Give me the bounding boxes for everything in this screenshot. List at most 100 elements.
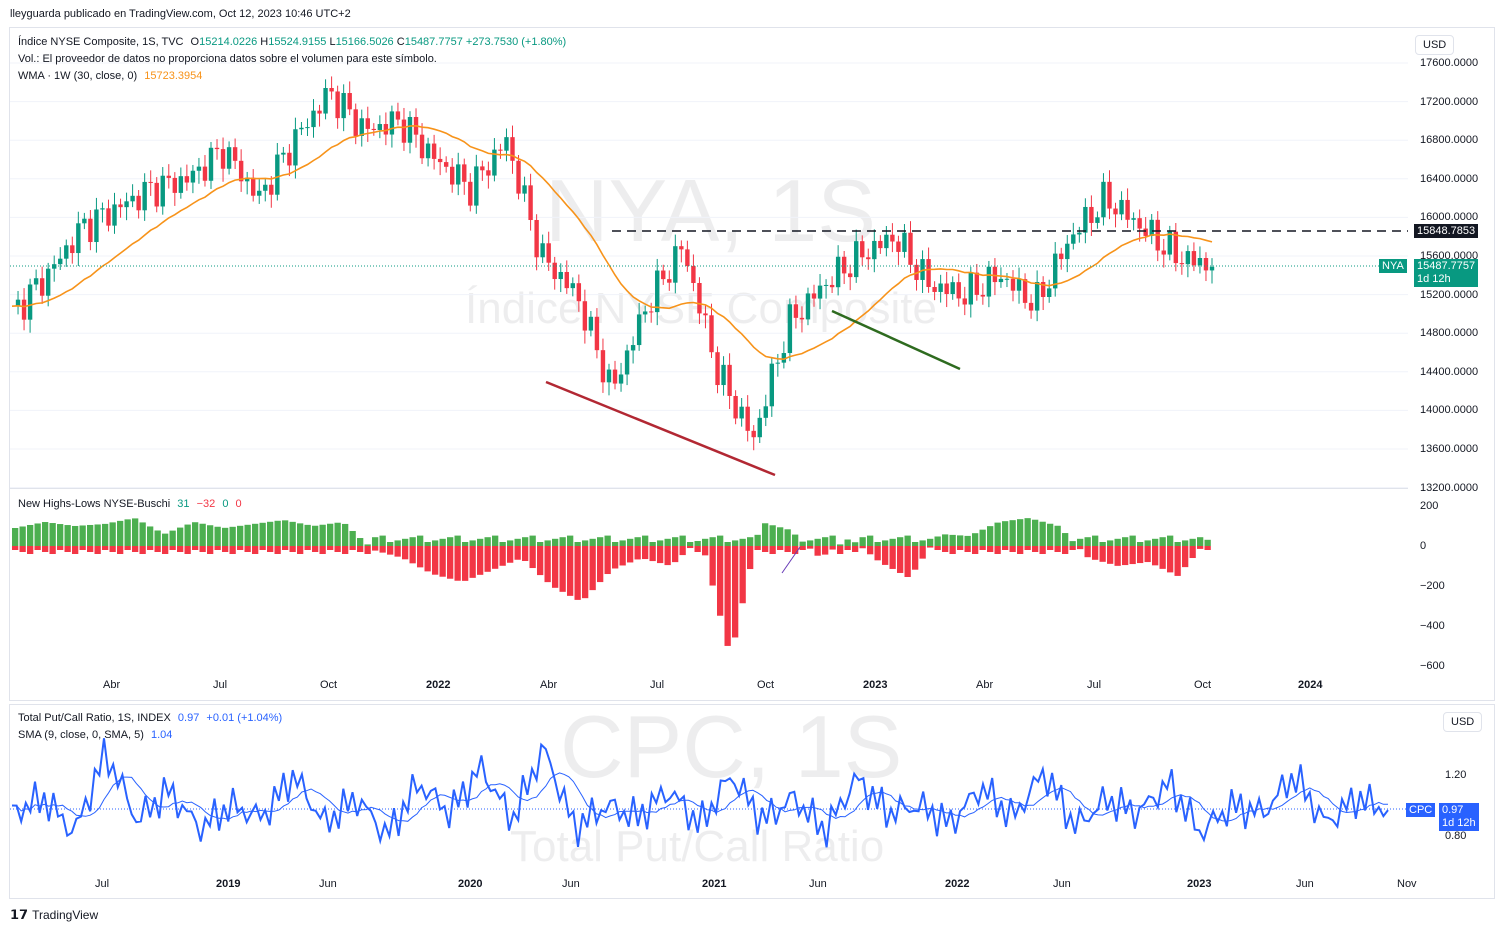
candle-body (437, 158, 443, 163)
candle-body (974, 272, 980, 295)
hl-bar-negative (837, 546, 844, 554)
time-tick-bottom: 2021 (702, 878, 727, 890)
main-chart-pane[interactable] (9, 27, 1495, 701)
candle-body (365, 118, 370, 129)
hl-bar-positive (874, 542, 881, 546)
candle-body (443, 162, 449, 167)
hl-bar-positive (507, 540, 514, 546)
tradingview-logo[interactable]: 𝟭𝟳 TradingView (10, 907, 98, 923)
hl-bar-negative (574, 546, 581, 600)
hl-tick-label: −600 (1420, 660, 1445, 672)
hl-bar-positive (402, 538, 409, 546)
hl-bar-positive (1092, 535, 1099, 546)
candle-body (715, 352, 720, 386)
hl-bar-positive (199, 523, 206, 546)
candle-body (1101, 181, 1106, 218)
candle-body (932, 287, 937, 292)
hl-bar-positive (1039, 521, 1046, 546)
hl-bar-negative (1107, 546, 1114, 564)
candle-body (908, 232, 913, 265)
candle-body (359, 118, 364, 136)
hl-bar-negative (844, 546, 851, 550)
hl-bar-negative (379, 546, 386, 553)
hl-bar-positive (34, 523, 41, 546)
ohlc-close: 15487.7757 (404, 36, 463, 48)
hl-bar-negative (687, 546, 694, 549)
candle-body (172, 177, 178, 193)
hl-bar-positive (597, 537, 604, 546)
cpc-currency-button[interactable]: USD (1443, 712, 1483, 732)
time-tick-top: Oct (757, 679, 775, 691)
hl-bar-positive (829, 535, 836, 546)
pane-separator[interactable] (10, 488, 1408, 489)
hl-bar-positive (192, 522, 199, 546)
hl-bar-positive (124, 519, 131, 546)
candle-body (691, 266, 696, 283)
hl-bar-positive (162, 533, 169, 546)
time-tick-top: 2023 (863, 679, 888, 691)
hl-bar-positive (1017, 519, 1024, 546)
wma-legend: WMA · 1W (30, close, 0) 15723.3954 (18, 70, 202, 82)
hl-bar-positive (604, 535, 611, 546)
hl-bar-negative (544, 546, 551, 583)
hl-bar-negative (432, 546, 439, 575)
main-legend-symbol: Índice NYSE Composite, 1S, TVC O15214.02… (18, 36, 567, 48)
hl-bar-negative (717, 546, 724, 616)
candle-body (878, 240, 883, 249)
hl-tick-label: 0 (1420, 540, 1427, 552)
candle-body (154, 182, 159, 207)
hl-bar-negative (957, 546, 964, 550)
candle-body (890, 234, 895, 242)
hl-bar-negative (394, 546, 401, 557)
hl-bar-positive (447, 537, 454, 546)
hl-bar-positive (867, 535, 874, 546)
candle-body (1197, 258, 1203, 266)
hl-bar-negative (132, 546, 139, 552)
hl-bar-negative (94, 546, 101, 554)
cpc-chart-pane[interactable] (9, 704, 1495, 899)
hl-bar-negative (244, 546, 251, 552)
hl-bar-negative (762, 546, 769, 552)
candle-body (673, 246, 678, 283)
time-tick-top: Abr (540, 679, 558, 691)
currency-button[interactable]: USD (1415, 35, 1455, 55)
candle-body (896, 241, 901, 252)
price-tick-label: 13200.0000 (1420, 481, 1479, 494)
candle-body (733, 395, 738, 419)
hl-bar-positive (552, 538, 559, 546)
candle-body (534, 220, 539, 258)
hl-bar-positive (109, 522, 116, 546)
hl-legend: New Highs-Lows NYSE-Buschi 31 −32 0 0 (18, 498, 242, 510)
candle-body (347, 93, 352, 110)
hl-bar-positive (229, 526, 236, 546)
hl-tick-label: 200 (1420, 500, 1439, 512)
hl-bar-negative (297, 546, 304, 554)
candle-body (823, 284, 829, 286)
hl-bar-negative (1189, 546, 1196, 559)
hl-bar-negative (529, 546, 536, 569)
hl-bar-negative (64, 546, 71, 552)
hl-bar-positive (94, 524, 101, 546)
hl-bar-negative (1009, 546, 1016, 552)
candle-body (383, 124, 389, 135)
hl-bar-negative (514, 546, 521, 560)
candle-body (329, 88, 334, 92)
hl-bar-positive (837, 544, 844, 546)
candle-body (317, 110, 322, 114)
candle-body (341, 93, 346, 119)
hl-bar-negative (109, 546, 116, 552)
time-tick-bottom: Jun (562, 878, 580, 890)
candle-body (100, 208, 105, 210)
candle-body (655, 270, 660, 313)
hl-bar-positive (102, 523, 109, 546)
hl-bar-negative (229, 546, 236, 554)
candle-body (564, 271, 569, 289)
hl-bar-negative (634, 546, 641, 560)
hl-bar-negative (154, 546, 161, 552)
candle-body (1034, 281, 1040, 311)
hl-bar-positive (499, 542, 506, 546)
hl-bar-negative (87, 546, 94, 552)
candle-body (745, 406, 750, 431)
